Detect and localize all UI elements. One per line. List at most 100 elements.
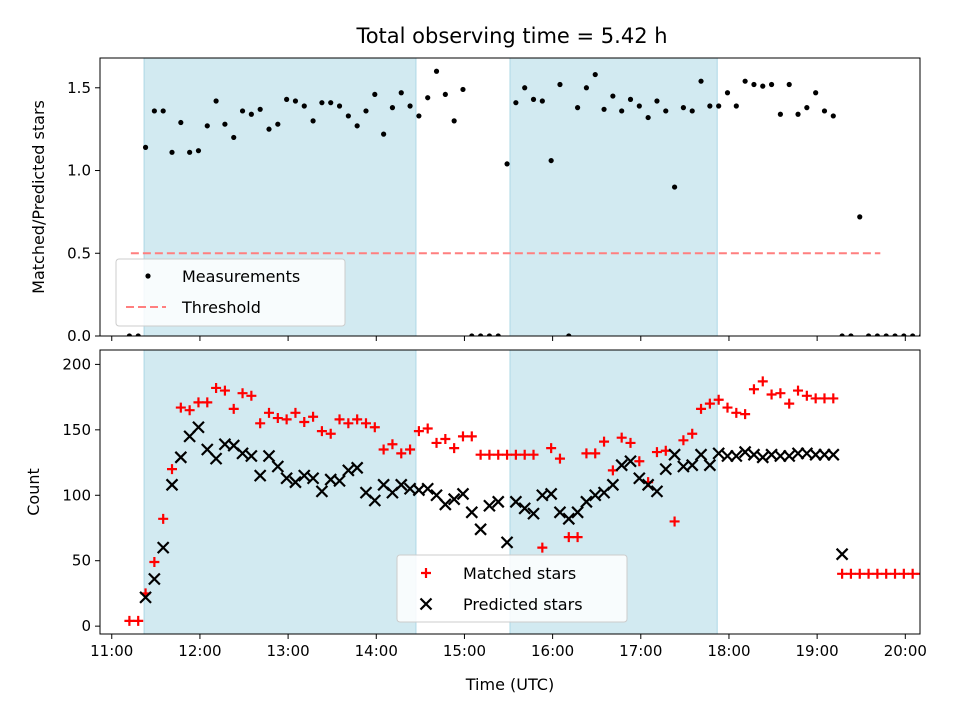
measurement-point <box>381 131 387 137</box>
predicted-stars-point <box>209 452 223 465</box>
predicted-stars-point <box>633 471 646 485</box>
predicted-stars-point <box>456 487 470 501</box>
measurement-point <box>857 214 863 220</box>
predicted-stars-point <box>421 482 434 496</box>
predicted-stars-point <box>447 492 461 506</box>
matched-stars-point <box>484 449 495 460</box>
matched-stars-point <box>493 449 504 460</box>
measurement-point <box>248 111 254 117</box>
measurement-point <box>160 108 166 114</box>
measurement-point <box>142 144 149 150</box>
top-plot-area <box>126 58 920 336</box>
predicted-stars-point <box>509 495 523 509</box>
measurement-point <box>328 100 334 106</box>
matched-stars-point <box>149 557 160 568</box>
matched-stars-point <box>898 568 909 579</box>
matched-stars-point <box>272 413 283 424</box>
matched-stars-point <box>387 439 398 450</box>
measurement-point <box>478 333 484 336</box>
matched-stars-point <box>202 397 213 408</box>
matched-stars-point <box>810 393 821 404</box>
x-tick-label: 11:00 <box>90 642 133 660</box>
measurement-point <box>724 90 731 96</box>
measurement-point <box>222 121 228 127</box>
matched-stars-point <box>281 414 292 425</box>
predicted-stars-point <box>659 462 673 476</box>
legend-threshold-label: Threshold <box>181 298 261 317</box>
x-tick-label: 19:00 <box>796 642 839 660</box>
matched-stars-point <box>845 568 856 579</box>
measurement-point <box>126 333 132 336</box>
x-tick-label: 18:00 <box>707 642 750 660</box>
matched-stars-point <box>669 516 680 527</box>
x-tick-label: 16:00 <box>531 642 574 660</box>
bottom-y-axis-label: Count <box>24 468 43 516</box>
bottom-y-tick-label: 50 <box>72 552 91 570</box>
legend-box <box>115 258 346 327</box>
measurement-point <box>671 184 678 190</box>
matched-stars-point <box>599 436 610 447</box>
x-tick-label: 13:00 <box>266 642 309 660</box>
measurement-point <box>574 105 581 111</box>
matched-stars-point <box>228 403 239 414</box>
measurement-point <box>680 105 687 111</box>
measurement-point <box>901 333 907 336</box>
predicted-stars-point <box>394 478 408 492</box>
matched-stars-point <box>801 390 812 401</box>
measurement-point <box>239 108 246 114</box>
bottom-legend: Matched stars Predicted stars <box>396 554 628 623</box>
top-y-tick-label: 1.0 <box>67 162 91 180</box>
matched-stars-point <box>625 437 636 448</box>
predicted-stars-point <box>315 485 329 498</box>
predicted-stars-point <box>580 495 593 509</box>
measurement-point <box>892 333 898 336</box>
predicted-stars-point <box>615 458 628 472</box>
matched-stars-point <box>546 443 557 454</box>
measurement-point <box>698 78 704 84</box>
matched-stars-point <box>828 393 839 404</box>
bottom-y-tick-label: 150 <box>62 421 91 439</box>
measurement-point <box>768 81 775 88</box>
predicted-stars-point <box>827 448 840 461</box>
predicted-stars-point <box>139 591 152 604</box>
measurement-point <box>610 93 616 99</box>
matched-stars-point <box>124 615 135 626</box>
predicted-stars-point <box>174 451 188 464</box>
matched-stars-point <box>590 448 601 459</box>
measurement-point <box>292 98 299 104</box>
top-shaded-window-1 <box>509 58 718 336</box>
matched-stars-point <box>378 444 389 455</box>
measurement-point <box>592 71 598 78</box>
matched-stars-point <box>466 431 477 442</box>
measurement-point <box>733 103 739 109</box>
matched-stars-point <box>369 422 380 433</box>
predicted-stars-point <box>368 494 382 507</box>
predicted-stars-point <box>465 506 479 519</box>
top-axes-frame <box>99 57 921 337</box>
measurement-point <box>310 118 316 124</box>
legend-predicted-marker <box>419 597 433 611</box>
predicted-stars-point <box>650 485 664 498</box>
measurement-point <box>813 90 819 96</box>
predicted-stars-point <box>280 471 293 485</box>
matched-stars-point <box>881 568 892 579</box>
measurement-point <box>883 333 889 336</box>
measurement-point <box>187 149 193 155</box>
matched-stars-point <box>431 437 442 448</box>
x-tick-label: 12:00 <box>178 642 221 660</box>
measurement-point <box>583 85 590 91</box>
matched-stars-point <box>167 464 178 475</box>
measurement-point <box>821 108 828 114</box>
measurement-point <box>557 81 563 88</box>
measurement-point <box>389 105 396 111</box>
matched-stars-point <box>316 426 327 437</box>
legend-box <box>396 554 628 623</box>
measurement-point <box>416 113 422 119</box>
matched-stars-point <box>396 448 407 459</box>
x-tick-label: 14:00 <box>355 642 398 660</box>
predicted-stars-point <box>703 458 717 472</box>
measurement-point <box>319 100 325 106</box>
measurement-point <box>663 108 669 114</box>
x-axis-label: Time (UTC) <box>465 675 554 694</box>
top-legend: Measurements Threshold <box>115 258 346 327</box>
